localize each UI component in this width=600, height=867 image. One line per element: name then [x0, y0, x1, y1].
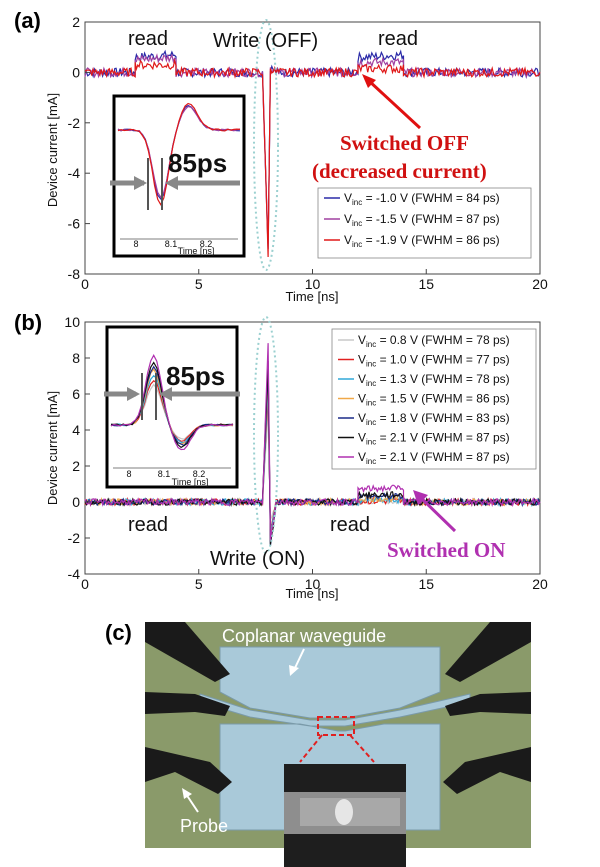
- legend-entry: Vinc = 1.8 V (FWHM = 83 ps): [358, 411, 510, 427]
- zoom-line-left: [299, 734, 323, 763]
- y-tick-label: -2: [68, 115, 81, 131]
- annotation-write-off: Write (OFF): [213, 30, 318, 52]
- legend-entry: Vinc = 1.0 V (FWHM = 77 ps): [358, 353, 510, 369]
- annotation-arrow: [366, 78, 422, 130]
- device-highlight-box: [317, 716, 355, 736]
- probe-arrowhead: [182, 788, 192, 799]
- y-tick-label: 0: [72, 64, 80, 80]
- x-tick-label: 15: [418, 276, 434, 292]
- x-tick-label: 5: [195, 276, 203, 292]
- y-tick-label: 8: [72, 350, 80, 366]
- legend-entry: Vinc = 2.1 V (FWHM = 87 ps): [358, 431, 510, 447]
- y-tick-label: 4: [72, 422, 80, 438]
- y-tick-label: -6: [68, 216, 81, 232]
- annotation-switched-off: Switched OFF: [340, 131, 469, 155]
- x-axis-label: Time [ns]: [286, 586, 339, 601]
- x-tick-label: 0: [81, 276, 89, 292]
- annotation-read-1: read: [128, 514, 168, 536]
- annotation-read-2: read: [330, 514, 370, 536]
- inset-fwhm-label: 85ps: [168, 148, 227, 178]
- legend-entry: Vinc = 0.8 V (FWHM = 78 ps): [358, 333, 510, 349]
- annotation-arrow: [418, 495, 457, 533]
- panel-label-c: (c): [105, 620, 132, 645]
- y-tick-label: 6: [72, 386, 80, 402]
- probe-arrow: [185, 793, 199, 813]
- inset-series-line: [117, 102, 241, 206]
- device-photo: Coplanar waveguide Probe: [145, 622, 531, 867]
- y-tick-label: 10: [64, 314, 80, 330]
- x-tick-label: 15: [418, 576, 434, 592]
- annotation-decreased-current: (decreased current): [312, 159, 487, 183]
- y-tick-label: -2: [68, 530, 81, 546]
- x-ticks: 0 5 10 15 20: [81, 269, 548, 292]
- x-tick-label: 20: [532, 276, 548, 292]
- waveguide-arrow: [293, 648, 305, 671]
- legend-entry: Vinc = -1.0 V (FWHM = 84 ps): [344, 191, 500, 207]
- x-tick-label: 10: [305, 276, 321, 292]
- y-tick-label: 2: [72, 458, 80, 474]
- legend-entry: Vinc = 2.1 V (FWHM = 87 ps): [358, 450, 510, 466]
- chart-a: 20-2-4-6-8 0 5 10 15 20 Device current [mA] …: [45, 14, 548, 304]
- y-ticks: 10 8 6 4 2 0 -2 -4: [64, 314, 90, 582]
- x-tick-label: 10: [305, 576, 321, 592]
- panel-label-a: (a): [14, 8, 41, 33]
- waveguide-arrowhead: [289, 665, 299, 676]
- zoom-line-right: [349, 734, 375, 763]
- annotation-write-on: Write (ON): [210, 548, 305, 570]
- sem-inset: [284, 764, 406, 867]
- annotation-arrowhead: [413, 490, 428, 505]
- x-tick-label: 0: [81, 576, 89, 592]
- inset-a: 8 8.1 8.2 Time [ns] 85ps: [110, 94, 246, 258]
- series-line: [84, 343, 541, 541]
- label-coplanar-waveguide: Coplanar waveguide: [222, 626, 386, 646]
- y-axis-label: Device current [mA]: [45, 93, 60, 207]
- y-tick-label: -4: [68, 165, 81, 181]
- label-probe: Probe: [180, 816, 228, 836]
- inset-series-line: [110, 354, 234, 451]
- inset-tick-8.1: 8.1: [165, 239, 178, 249]
- annotation-arrowhead: [362, 74, 376, 88]
- x-axis-label: Time [ns]: [286, 289, 339, 304]
- write-pulse-marker: [253, 19, 279, 271]
- y-tick-label: 0: [72, 494, 80, 510]
- y-tick-label: 2: [72, 14, 80, 30]
- series-group: [84, 343, 541, 547]
- inset-fwhm-label: 85ps: [166, 361, 225, 391]
- legend-entry: Vinc = 1.3 V (FWHM = 78 ps): [358, 372, 510, 388]
- legend-a: Vinc = -1.0 V (FWHM = 84 ps) Vinc = -1.5 …: [317, 187, 532, 259]
- write-pulse-marker: [253, 316, 279, 554]
- inset-xlabel: Time [ns]: [172, 477, 209, 487]
- x-tick-label: 5: [195, 576, 203, 592]
- inset-b: 8 8.1 8.2 Time [ns] 85ps: [104, 325, 240, 489]
- y-axis-label: Device current [mA]: [45, 391, 60, 505]
- inset-xlabel: Time [ns]: [178, 246, 215, 256]
- annotation-switched-on: Switched ON: [387, 538, 505, 562]
- x-ticks: 0 5 10 15 20: [81, 569, 548, 592]
- legend-b: Vinc = 0.8 V (FWHM = 78 ps) Vinc = 1.0 V …: [331, 328, 537, 470]
- series-line: [84, 58, 541, 258]
- annotation-read-2: read: [378, 28, 418, 50]
- probe-right: [443, 622, 531, 794]
- legend-entry: Vinc = 1.5 V (FWHM = 86 ps): [358, 392, 510, 408]
- legend-entry: Vinc = -1.5 V (FWHM = 87 ps): [344, 212, 500, 228]
- inset-tick-8.2: 8.2: [200, 239, 213, 249]
- y-ticks: 2 0 -2 -4 -6 -8: [68, 14, 90, 282]
- y-tick-label: -4: [68, 566, 81, 582]
- legend-entry: Vinc = -1.9 V (FWHM = 86 ps): [344, 233, 500, 249]
- series-group: [84, 49, 541, 258]
- x-tick-label: 20: [532, 576, 548, 592]
- inset-tick-8.1: 8.1: [158, 469, 171, 479]
- y-tick-label: -8: [68, 266, 81, 282]
- inset-tick-8.2: 8.2: [193, 469, 206, 479]
- panel-label-b: (b): [14, 310, 43, 335]
- annotation-read-1: read: [128, 28, 168, 50]
- inset-tick-8: 8: [126, 469, 131, 479]
- inset-tick-8: 8: [133, 239, 138, 249]
- probe-left: [145, 622, 232, 794]
